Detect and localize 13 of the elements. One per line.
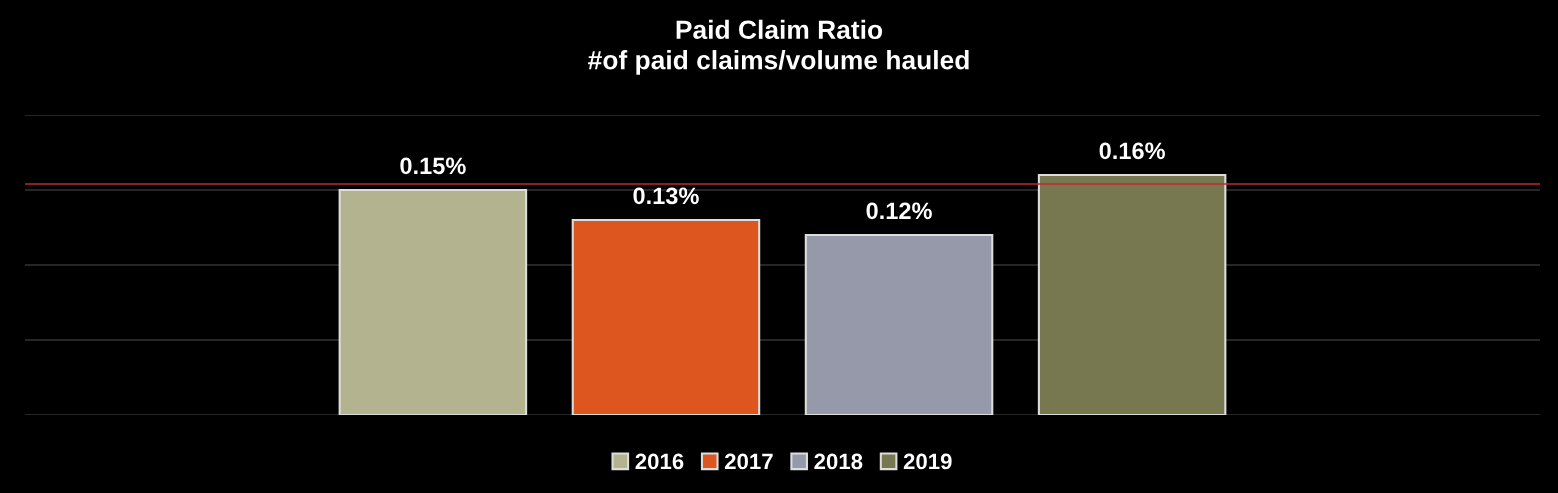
bar [804,233,994,415]
legend-label: 2016 [635,453,684,470]
legend-label: 2019 [903,453,952,470]
data-label: 0.13% [633,187,699,205]
legend-label: 2017 [724,453,773,470]
legend-label: 2018 [814,453,863,470]
bar [338,188,528,415]
chart-title: Paid Claim Ratio #of paid claims/volume hauled [588,19,969,75]
data-label: 0.12% [866,202,932,220]
data-label: 0.15% [400,157,466,175]
bar [571,218,761,415]
data-label: 0.16% [1099,142,1165,160]
bar [1037,173,1227,415]
